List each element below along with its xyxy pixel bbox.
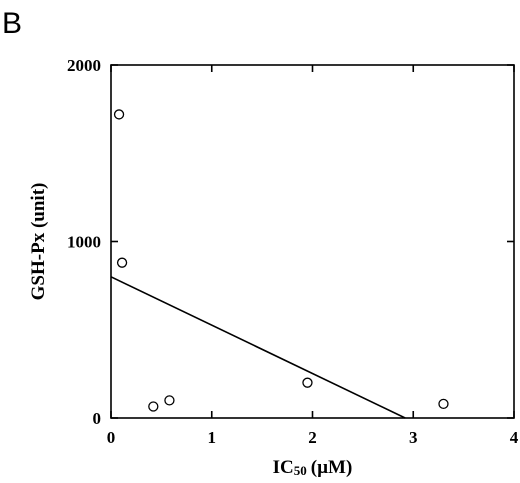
panel-label: B — [2, 7, 22, 40]
x-axis-title-main: IC — [273, 457, 294, 478]
data-points — [113, 109, 449, 412]
data-point — [113, 109, 125, 120]
y-tick-label: 2000 — [67, 56, 101, 75]
x-axis-title-unit: (µM) — [311, 457, 353, 478]
x-axis: 0 1 2 3 4 — [107, 65, 519, 447]
x-tick-label: 0 — [107, 428, 116, 447]
x-axis-title-subscript: 50 — [294, 463, 307, 478]
x-tick-label: 3 — [409, 428, 418, 447]
x-tick-label: 1 — [208, 428, 217, 447]
x-tick-label: 2 — [308, 428, 317, 447]
y-tick-label: 0 — [93, 409, 102, 428]
plot-frame — [110, 64, 515, 419]
data-point — [302, 377, 313, 388]
y-axis-title: GSH-Px (unit) — [28, 183, 49, 301]
regression-line — [110, 276, 406, 419]
x-axis-title: IC50 (µM) — [273, 457, 353, 478]
y-axis: 0 1000 2000 — [67, 56, 514, 428]
data-point — [438, 398, 449, 410]
data-point — [116, 257, 128, 268]
data-point — [164, 395, 175, 406]
y-tick-label: 1000 — [67, 233, 101, 252]
data-point — [148, 401, 159, 412]
x-tick-label: 4 — [510, 428, 519, 447]
